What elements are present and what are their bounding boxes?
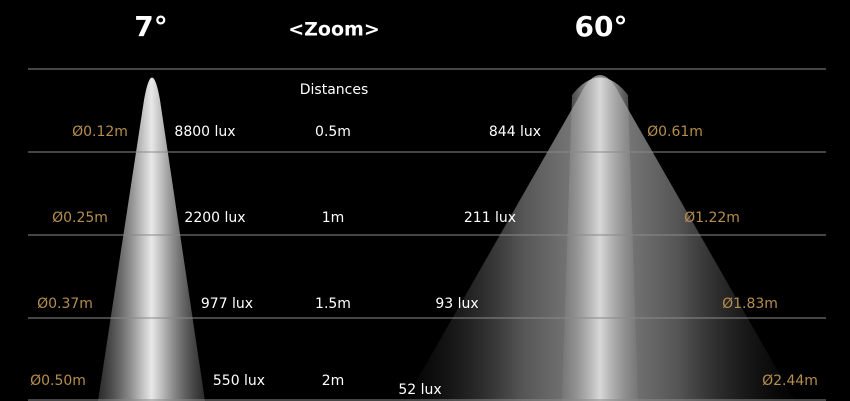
left-lux: 8800 lux xyxy=(174,124,235,140)
angle-left: 7° xyxy=(134,10,167,43)
distances-label: Distances xyxy=(300,82,369,98)
left-diameter: Ø0.37m xyxy=(37,296,93,312)
right-lux: 93 lux xyxy=(435,296,478,312)
left-lux: 550 lux xyxy=(213,373,265,389)
left-diameter: Ø0.25m xyxy=(52,210,108,226)
distance: 1.5m xyxy=(315,296,351,312)
left-lux: 977 lux xyxy=(201,296,253,312)
left-diameter: Ø0.12m xyxy=(72,124,128,140)
right-diameter: Ø0.61m xyxy=(647,124,703,140)
beam-diagram: 7° <Zoom> 60° Distances Ø0.12m 8800 lux 0.… xyxy=(0,0,850,401)
right-diameter: Ø1.83m xyxy=(722,296,778,312)
left-diameter: Ø0.50m xyxy=(30,373,86,389)
right-lux: 52 lux xyxy=(398,382,441,398)
angle-right: 60° xyxy=(575,10,628,43)
distance: 2m xyxy=(322,373,345,389)
beam-60 xyxy=(405,75,795,401)
right-lux: 844 lux xyxy=(489,124,541,140)
zoom-label: <Zoom> xyxy=(288,19,380,41)
right-diameter: Ø1.22m xyxy=(684,210,740,226)
distance: 1m xyxy=(322,210,345,226)
right-diameter: Ø2.44m xyxy=(762,373,818,389)
right-lux: 211 lux xyxy=(464,210,516,226)
left-lux: 2200 lux xyxy=(184,210,245,226)
distance: 0.5m xyxy=(315,124,351,140)
